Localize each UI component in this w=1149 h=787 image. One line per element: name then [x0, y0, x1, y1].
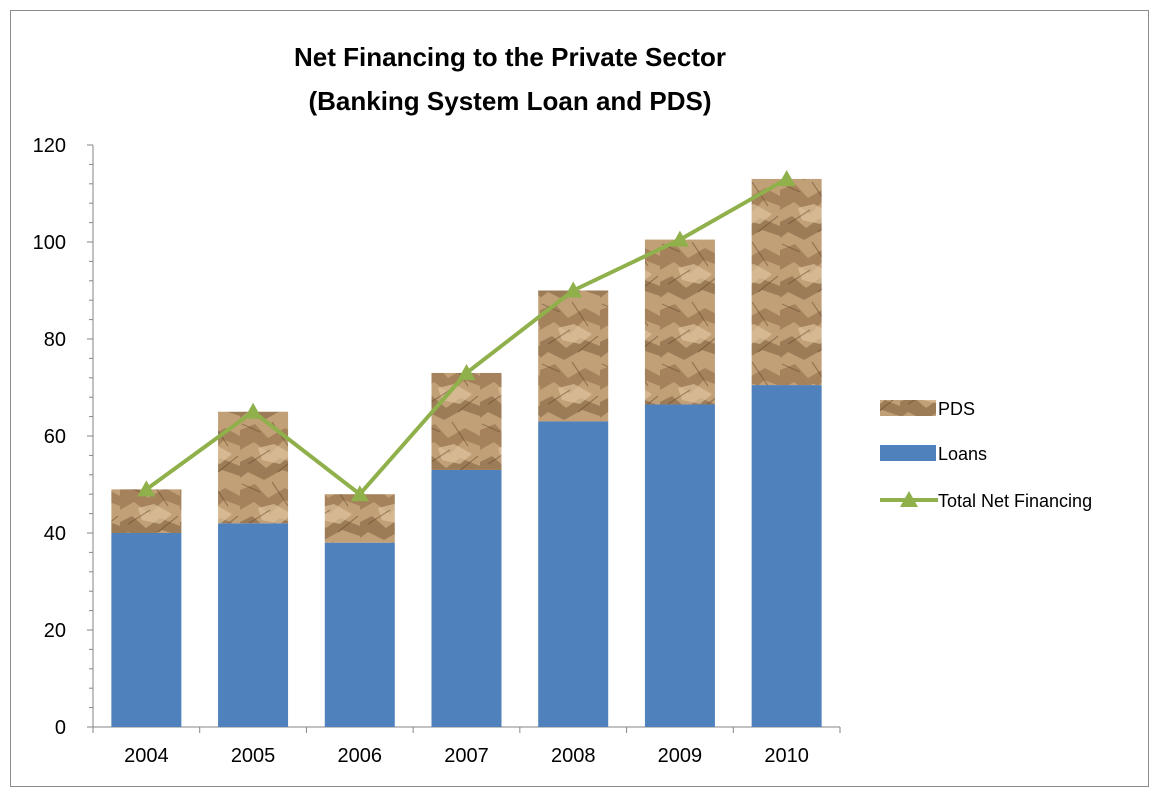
bars [111, 178, 822, 727]
loans-bar [111, 533, 182, 727]
loans-bar [431, 469, 502, 727]
y-tick-label: 120 [33, 135, 66, 157]
legend-marker [900, 491, 918, 507]
x-tick-label: 2010 [764, 745, 809, 767]
pds-bar [644, 239, 715, 405]
total-marker [137, 480, 156, 497]
loans-bar [644, 404, 715, 727]
legend-label: Total Net Financing [938, 491, 1092, 511]
loans-bar [538, 421, 609, 727]
x-tick-label: 2004 [124, 745, 169, 767]
pds-bar [324, 494, 395, 543]
total-marker [350, 485, 369, 502]
x-tick-label: 2006 [338, 745, 383, 767]
legend-label: PDS [938, 399, 975, 419]
pds-bar [431, 372, 502, 470]
total-marker [244, 402, 263, 419]
y-tick-label: 80 [44, 329, 66, 351]
x-tick-label: 2008 [551, 745, 596, 767]
legend: PDS Loans Total Net Financing [880, 399, 1092, 511]
y-tick-label: 100 [33, 232, 66, 254]
total-line [137, 169, 796, 502]
x-tick-label: 2005 [231, 745, 276, 767]
loans-bar [324, 542, 395, 727]
y-tick-label: 40 [44, 523, 66, 545]
x-tick-label: 2007 [444, 745, 489, 767]
y-tick-label: 60 [44, 426, 66, 448]
legend-label: Loans [938, 444, 987, 464]
total-marker [457, 363, 476, 380]
total-marker [777, 169, 796, 186]
pds-bar [538, 290, 609, 422]
total-marker [670, 230, 689, 247]
loans-bar [218, 523, 289, 727]
chart-subtitle: (Banking System Loan and PDS) [308, 86, 712, 116]
pds-bar [751, 178, 822, 386]
y-tick-label: 0 [55, 717, 66, 739]
x-tick-label: 2009 [658, 745, 703, 767]
legend-swatch-loans [880, 445, 936, 461]
axes: 0 20 40 60 80 100 120 2004 2005 2006 2007 2008 2009 2… [33, 135, 841, 767]
loans-bar [751, 385, 822, 727]
legend-swatch-pds [880, 400, 936, 416]
chart-title: Net Financing to the Private Sector [294, 42, 726, 72]
total-marker [564, 281, 583, 298]
y-tick-label: 20 [44, 620, 66, 642]
pds-bar [111, 489, 182, 533]
